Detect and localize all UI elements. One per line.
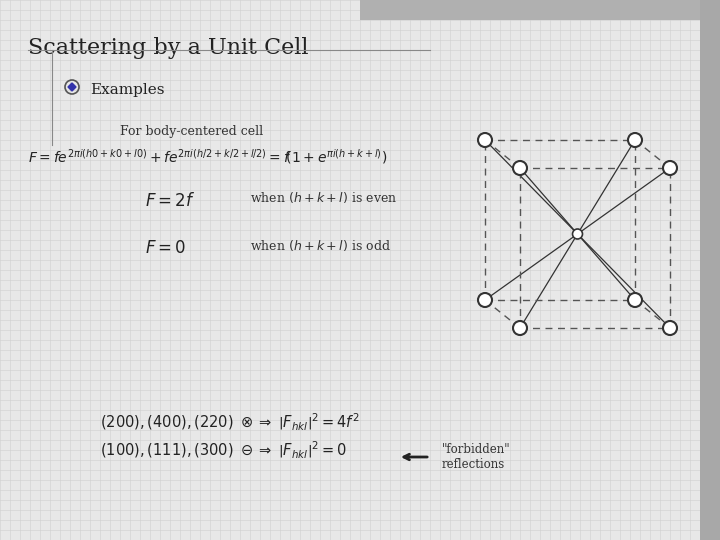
Text: $(200), (400), (220)\ \otimes \Rightarrow\ \left|F_{hkl}\right|^2 = 4f^2$: $(200), (400), (220)\ \otimes \Rightarro… [100,412,359,433]
Circle shape [513,161,527,175]
Text: when $(h + k + l)$ is odd: when $(h + k + l)$ is odd [250,238,391,253]
Text: "forbidden"
reflections: "forbidden" reflections [442,443,510,471]
Polygon shape [68,83,76,91]
Text: when $(h + k + l)$ is even: when $(h + k + l)$ is even [250,190,397,205]
Text: $F = fe^{2\pi i(h0+k0+l0)} + fe^{2\pi i(h/2+k/2+l/2)} = f\!\left(1+e^{\pi i(h+k+: $F = fe^{2\pi i(h0+k0+l0)} + fe^{2\pi i(… [28,147,387,166]
Bar [360,0,705,20]
Circle shape [663,161,677,175]
Text: $(100), (111), (300)\ \ominus \Rightarrow\ \left|F_{hkl}\right|^2 = 0$: $(100), (111), (300)\ \ominus \Rightarro… [100,440,347,461]
Circle shape [663,321,677,335]
Circle shape [628,133,642,147]
Text: For body-centered cell: For body-centered cell [120,125,263,138]
Text: Scattering by a Unit Cell: Scattering by a Unit Cell [28,37,308,59]
Circle shape [628,293,642,307]
Circle shape [478,133,492,147]
Text: $F = 0$: $F = 0$ [145,240,186,257]
Text: Examples: Examples [90,83,164,97]
Circle shape [513,321,527,335]
Circle shape [478,293,492,307]
Text: $F = 2f$: $F = 2f$ [145,192,196,210]
Circle shape [572,229,582,239]
Bar [700,0,720,540]
